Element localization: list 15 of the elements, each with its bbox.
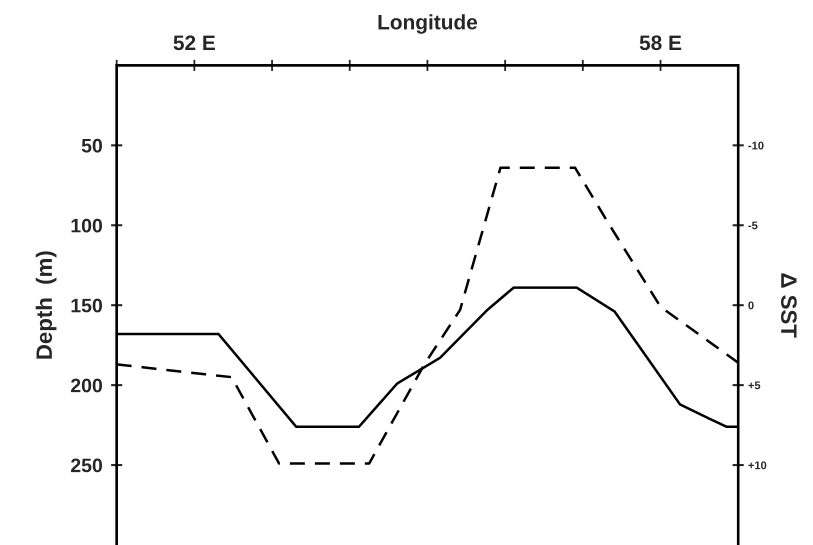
y-axis-title: Depth (m) (36, 251, 56, 359)
y-tick-label: 200 (71, 378, 102, 392)
y2-tick-label: -5 (748, 222, 758, 230)
y2-axis-title: Δ SST (781, 273, 797, 338)
y2-tick-label: 0 (748, 301, 754, 310)
y-tick-label: 50 (82, 138, 102, 153)
x-tick-label: 58 E (640, 35, 682, 50)
x-tick-label: 52 E (174, 35, 215, 50)
y2-tick-label: +5 (748, 382, 760, 390)
y-tick-label: 100 (72, 218, 102, 233)
x-axis-title: Longitude (378, 14, 478, 34)
y-tick-label: 150 (72, 298, 102, 312)
y-tick-label: 250 (71, 458, 102, 472)
y2-tick-label: -10 (748, 142, 764, 150)
y2-tick-label: +10 (748, 461, 766, 470)
